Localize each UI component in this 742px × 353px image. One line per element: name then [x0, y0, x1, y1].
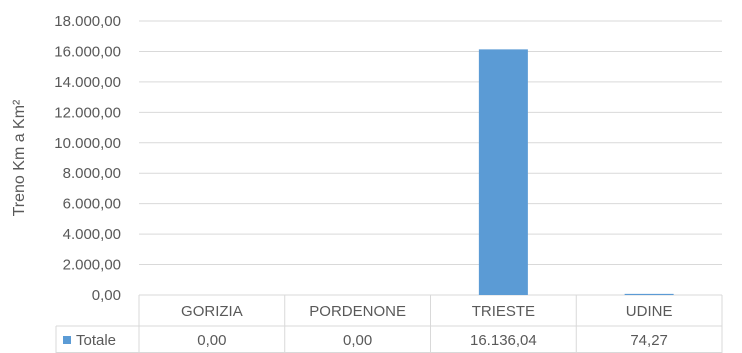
y-axis-label: Treno Km a Km² — [11, 99, 28, 216]
y-tick-label: 6.000,00 — [63, 196, 121, 213]
category-label: UDINE — [626, 303, 673, 320]
bars — [478, 49, 674, 295]
y-tick-label: 2.000,00 — [63, 257, 121, 274]
y-axis-tick-labels: 0,00 2.000,00 4.000,00 6.000,00 8.000,00 10.0… — [54, 13, 121, 304]
y-tick-label: 8.000,00 — [63, 165, 121, 182]
legend-swatch — [63, 336, 71, 344]
category-label: GORIZIA — [181, 303, 243, 320]
y-tick-label: 14.000,00 — [54, 74, 121, 91]
y-tick-label: 16.000,00 — [54, 43, 121, 60]
bar-udine — [624, 293, 674, 295]
category-label: PORDENONE — [309, 303, 406, 320]
gridlines — [139, 20, 722, 296]
data-table: GORIZIA PORDENONE TRIESTE UDINE Totale 0,00 0,… — [55, 295, 723, 353]
bar-trieste — [478, 49, 528, 295]
y-tick-label: 18.000,00 — [54, 13, 121, 30]
y-tick-label: 4.000,00 — [63, 226, 121, 243]
y-tick-label: 0,00 — [92, 287, 121, 304]
legend-label: Totale — [76, 332, 116, 349]
y-tick-label: 10.000,00 — [54, 135, 121, 152]
category-label: TRIESTE — [472, 303, 535, 320]
data-table-value: 16.136,04 — [470, 332, 537, 349]
data-table-value: 0,00 — [343, 332, 372, 349]
y-tick-label: 12.000,00 — [54, 104, 121, 121]
data-table-value: 0,00 — [197, 332, 226, 349]
data-table-value: 74,27 — [630, 332, 668, 349]
